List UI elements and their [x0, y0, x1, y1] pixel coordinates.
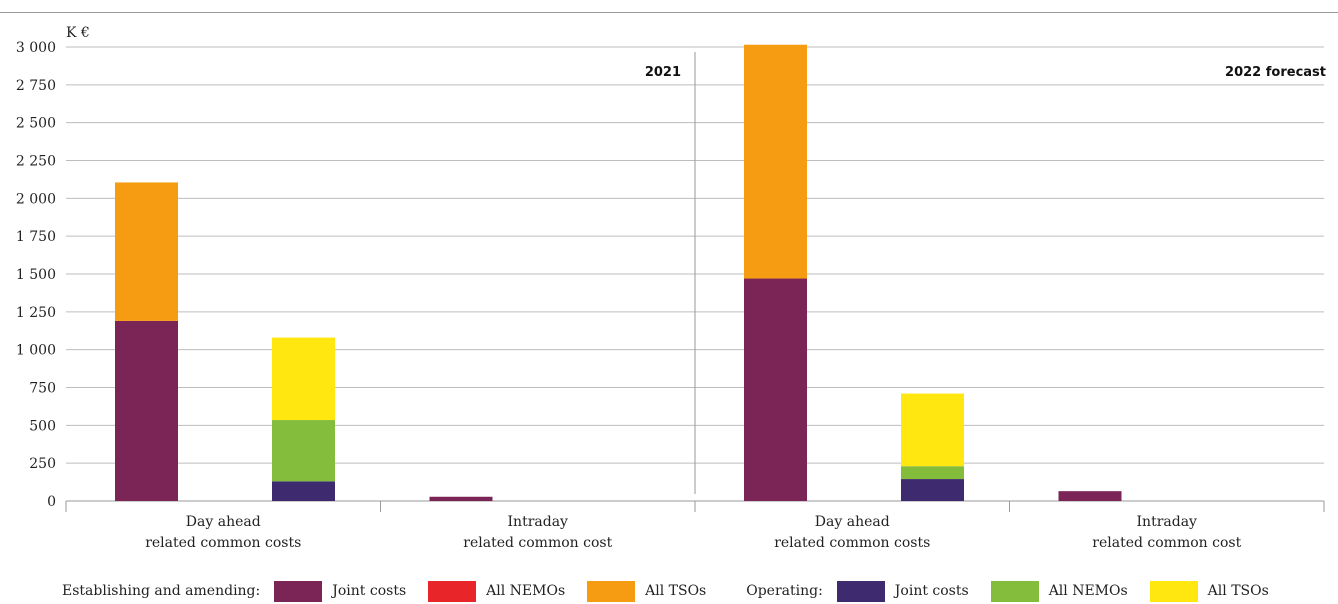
legend-item-establishing-all-tsos: All TSOs: [587, 580, 707, 602]
legend-item-operating-all-tsos: All TSOs: [1149, 580, 1269, 602]
bar-establishing-joint-costs: [744, 278, 807, 501]
legend-item-establishing-joint-costs: Joint costs: [274, 580, 407, 602]
legend-swatch-establishing-all-nemos: [428, 580, 477, 602]
category-label: related common cost: [463, 535, 612, 551]
legend-label-establishing-all-nemos: All NEMOs: [486, 583, 566, 599]
category-label: Day ahead: [815, 514, 890, 530]
bar-operating-all-tsos: [901, 393, 964, 467]
bar-establishing-joint-costs: [429, 496, 493, 501]
bar-establishing-joint-costs: [115, 320, 178, 501]
bar-operating-all-nemos: [272, 420, 335, 482]
period-label-2021: 2021: [645, 65, 681, 80]
category-label: related common cost: [1092, 535, 1241, 551]
legend-item-operating-joint-costs: Joint costs: [836, 580, 969, 602]
y-tick-label: 3 000: [16, 40, 56, 56]
legend-swatch-establishing-all-tsos: [587, 580, 636, 602]
legend-group-label-operating: Operating:: [746, 583, 823, 599]
legend-label-operating-all-tsos: All TSOs: [1207, 583, 1269, 599]
category-label: Day ahead: [186, 514, 261, 530]
y-tick-label: 1 000: [16, 343, 56, 359]
chart-canvas: K € 0 250 500 750 1 000 1 250 1 500 1 750 2 000 2 …: [0, 12, 1338, 551]
category-label: Intraday: [508, 514, 569, 530]
y-tick-label: 1 750: [16, 229, 56, 245]
y-tick-label: 2 750: [16, 78, 56, 94]
legend-item-operating-all-nemos: All NEMOs: [990, 580, 1128, 602]
y-tick-label: 2 250: [16, 154, 56, 170]
legend: Establishing and amending: Joint costs A…: [62, 578, 1269, 604]
legend-label-establishing-all-tsos: All TSOs: [645, 583, 707, 599]
y-tick-label: 2 000: [16, 191, 56, 207]
legend-swatch-establishing-joint-costs: [274, 580, 323, 602]
legend-label-operating-all-nemos: All NEMOs: [1048, 583, 1128, 599]
bar-establishing-all-tsos: [744, 44, 807, 279]
y-tick-label: 1 250: [16, 305, 56, 321]
bar-operating-all-tsos: [272, 337, 335, 421]
bar-operating-joint-costs: [901, 479, 964, 501]
category-label: related common costs: [774, 535, 930, 551]
legend-swatch-operating-all-nemos: [990, 580, 1039, 602]
unit-label: K €: [66, 25, 90, 41]
y-tick-label: 2 500: [16, 116, 56, 132]
legend-swatch-operating-joint-costs: [836, 580, 885, 602]
y-tick-label: 500: [29, 418, 56, 434]
legend-label-establishing-joint-costs: Joint costs: [332, 583, 407, 599]
y-tick-label: 1 500: [16, 267, 56, 283]
bar-operating-joint-costs: [272, 481, 335, 501]
legend-item-establishing-all-nemos: All NEMOs: [428, 580, 566, 602]
category-label: related common costs: [145, 535, 301, 551]
legend-group-label-establishing: Establishing and amending:: [62, 583, 261, 599]
y-tick-label: 750: [29, 381, 56, 397]
category-label: Intraday: [1137, 514, 1198, 530]
bar-establishing-joint-costs: [1058, 491, 1122, 501]
bar-operating-all-nemos: [901, 466, 964, 480]
legend-label-operating-joint-costs: Joint costs: [894, 583, 969, 599]
y-tick-label: 250: [29, 456, 56, 472]
bar-establishing-all-tsos: [115, 182, 178, 321]
y-tick-label: 0: [47, 494, 56, 510]
period-label-2022-forecast: 2022 forecast: [1225, 65, 1326, 80]
legend-swatch-operating-all-tsos: [1149, 580, 1198, 602]
